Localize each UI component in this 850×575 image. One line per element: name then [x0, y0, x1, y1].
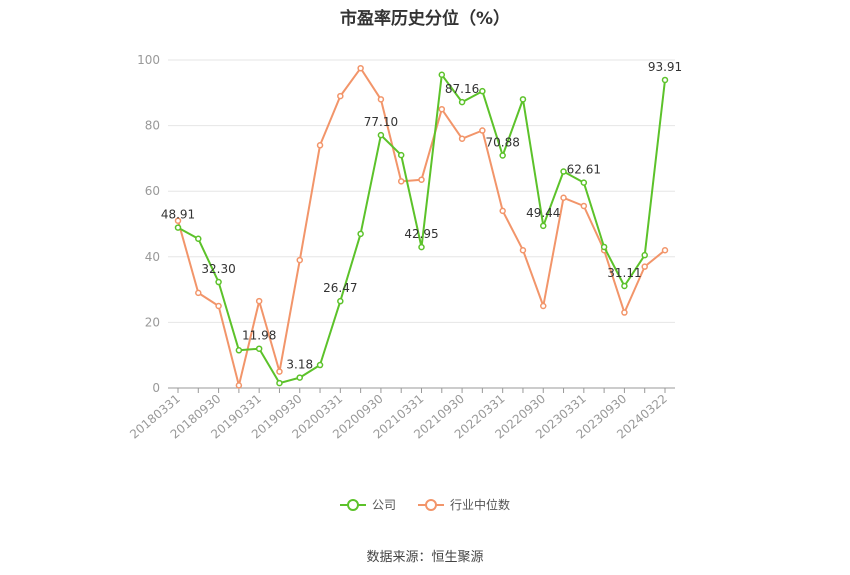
data-point-industry	[377, 96, 385, 103]
y-tick-label: 100	[137, 53, 160, 67]
data-point-company	[560, 168, 567, 175]
data-point-industry	[397, 178, 405, 185]
data-point-company	[458, 98, 466, 106]
data-point-company	[276, 379, 283, 387]
y-tick-label: 20	[145, 315, 160, 329]
data-point-company	[479, 87, 486, 95]
data-point-industry	[215, 302, 222, 310]
data-point-company	[438, 71, 446, 79]
data-label: 42.95	[404, 227, 438, 241]
y-tick-label: 0	[152, 381, 160, 395]
data-point-industry	[418, 176, 425, 183]
data-label: 93.91	[648, 60, 682, 74]
source-note: 数据来源：恒生聚源	[366, 550, 484, 565]
data-point-industry	[357, 64, 364, 72]
data-point-company	[397, 151, 405, 159]
data-label: 62.61	[567, 163, 601, 177]
legend-industry-label: 行业中位数	[450, 498, 511, 512]
data-point-company	[195, 235, 202, 243]
data-point-industry	[580, 202, 588, 210]
grid-lines	[168, 59, 675, 323]
data-point-industry	[661, 246, 669, 254]
data-point-industry	[438, 105, 446, 113]
data-point-company	[418, 243, 425, 251]
chart-title: 市盈率历史分位（%）	[339, 9, 511, 29]
data-labels: 48.91 32.30 11.98 3.18 26.47 77.10 42.95 87.16 7…	[161, 60, 682, 372]
data-point-industry	[621, 309, 628, 316]
data-point-company	[174, 224, 182, 231]
data-point-industry	[479, 127, 486, 134]
data-point-company	[357, 230, 364, 238]
data-label: 3.18	[286, 358, 313, 372]
data-point-company	[296, 374, 303, 381]
data-point-industry	[499, 207, 506, 215]
data-point-industry	[255, 297, 263, 305]
y-tick-label: 60	[145, 184, 160, 198]
data-point-industry	[337, 92, 344, 100]
data-point-company	[255, 345, 263, 352]
data-point-company	[235, 347, 243, 354]
data-point-industry	[235, 382, 243, 389]
data-point-industry	[316, 142, 324, 149]
data-label: 49.44	[526, 206, 560, 220]
y-tick-label: 40	[145, 250, 160, 264]
data-point-company	[519, 96, 527, 103]
data-label: 31.11	[607, 266, 641, 280]
data-label: 87.16	[445, 82, 479, 96]
data-label: 11.98	[242, 329, 276, 343]
data-point-company	[580, 179, 588, 186]
data-label: 70.88	[485, 136, 519, 150]
data-point-industry	[458, 135, 466, 142]
data-label: 32.30	[201, 262, 235, 276]
data-point-industry	[641, 263, 648, 270]
data-label: 77.10	[364, 115, 398, 129]
series-lines	[174, 64, 669, 389]
legend-company-swatch-icon	[339, 498, 366, 511]
data-label: 26.47	[323, 281, 357, 295]
data-point-industry	[519, 246, 527, 254]
legend: 公司 行业中位数	[0, 496, 850, 513]
data-point-industry	[276, 368, 283, 375]
data-point-company	[540, 222, 547, 230]
legend-company-label: 公司	[371, 498, 396, 512]
data-point-company	[621, 282, 628, 290]
legend-industry-swatch-icon	[418, 498, 444, 511]
data-point-company	[600, 243, 608, 251]
data-point-company	[316, 361, 324, 369]
data-point-company	[641, 251, 648, 259]
data-point-industry	[540, 302, 547, 310]
data-point-company	[661, 76, 669, 84]
data-point-industry	[174, 217, 182, 224]
legend-item-company[interactable]: 公司	[339, 496, 396, 513]
data-point-company	[377, 131, 385, 139]
data-point-company	[215, 278, 222, 286]
legend-item-industry[interactable]: 行业中位数	[418, 496, 510, 513]
data-point-company	[337, 297, 344, 305]
y-tick-label: 80	[145, 119, 160, 133]
axes: 0204060801002018033120180930201903312019…	[127, 53, 675, 442]
data-point-company	[499, 152, 506, 159]
data-label: 48.91	[161, 208, 195, 222]
data-point-industry	[296, 256, 303, 264]
data-point-industry	[560, 194, 567, 202]
data-point-industry	[195, 289, 202, 297]
